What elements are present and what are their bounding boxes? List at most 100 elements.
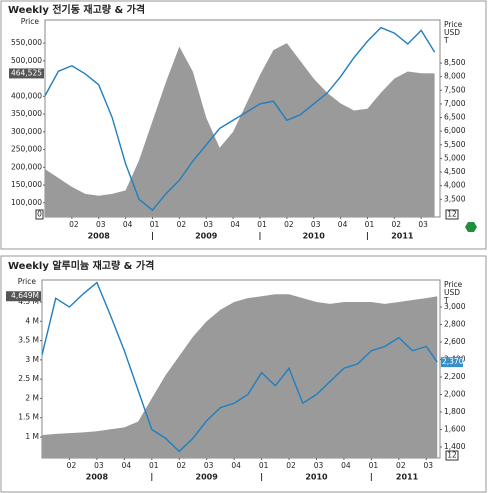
y-tick-label: 300,000 xyxy=(11,127,42,136)
x-tick-label: 01 xyxy=(257,220,267,229)
y-tick-label: 400,000 xyxy=(11,91,42,100)
y2-tick-label: 5,000 xyxy=(444,153,466,162)
x-tick-label: 02 xyxy=(284,220,294,229)
y-axis-title: Price xyxy=(21,17,40,26)
y-tick-label: 1.5 M xyxy=(18,413,39,422)
y2-axis-title: T xyxy=(443,296,449,305)
y2-tick-label: 2,800 xyxy=(444,320,466,329)
x-tick-label: 04 xyxy=(230,220,240,229)
price-line xyxy=(45,26,436,212)
corner-box xyxy=(445,450,459,461)
y2-tick-label: 6,500 xyxy=(444,113,466,122)
last-value-box xyxy=(6,291,41,302)
y-tick-label: 4.5 M xyxy=(18,297,39,306)
y-tick-label: 2.5 M xyxy=(18,374,39,383)
x-tick-label: 03 xyxy=(96,220,106,229)
y-tick-label: 1 M xyxy=(25,432,39,441)
x-group-label: 2008 xyxy=(88,232,111,241)
chart-title: Weekly 알루미늄 재고량 & 가격 xyxy=(8,259,154,272)
x-group-label: 2009 xyxy=(196,473,219,482)
corner-box xyxy=(445,209,459,220)
y2-tick-label: 8,000 xyxy=(444,72,466,81)
y2-tick-label: 2,600 xyxy=(444,337,466,346)
x-group-label: 2011 xyxy=(396,473,419,482)
y2-tick-label: 1,800 xyxy=(444,407,466,416)
x-tick-label: 01 xyxy=(149,461,159,470)
y2-tick-label: 4,000 xyxy=(444,181,466,190)
x-group-label: 2009 xyxy=(195,232,218,241)
y-tick-label: 100,000 xyxy=(11,198,42,207)
last-value-label: 464,525 xyxy=(11,68,42,77)
corner-box xyxy=(35,209,44,220)
price-line xyxy=(42,281,438,453)
x-tick-label: 04 xyxy=(231,461,241,470)
x-tick-label: 03 xyxy=(418,220,428,229)
x-tick-label: 01 xyxy=(259,461,269,470)
x-tick-label: 02 xyxy=(69,220,79,229)
y2-tick-label: 1,600 xyxy=(444,424,466,433)
inventory-area xyxy=(45,43,435,217)
x-tick-label: 04 xyxy=(122,461,132,470)
y2-axis-title: T xyxy=(443,36,449,45)
x-tick-label: 03 xyxy=(314,461,324,470)
x-tick-label: 03 xyxy=(424,461,434,470)
y2-tick-label: 7,000 xyxy=(444,99,466,108)
x-group-label: 2010 xyxy=(305,473,328,482)
y2-tick-label: 3,000 xyxy=(444,302,466,311)
x-tick-label: 01 xyxy=(369,461,379,470)
x-tick-label: 03 xyxy=(204,461,214,470)
x-group-label: 2011 xyxy=(391,232,414,241)
x-tick-label: 04 xyxy=(123,220,133,229)
chart-title: Weekly 전기동 재고량 & 가격 xyxy=(8,3,145,16)
x-tick-label: 04 xyxy=(338,220,348,229)
x-group-label: 2010 xyxy=(303,232,326,241)
x-group-label: 2008 xyxy=(86,473,109,482)
y-tick-label: 2 M xyxy=(25,393,39,402)
x-tick-label: 02 xyxy=(176,461,186,470)
y2-tick-label: 8,500 xyxy=(444,58,466,67)
y-tick-label: 550,000 xyxy=(11,38,42,47)
y2-tick-label: 4,500 xyxy=(444,167,466,176)
y-tick-label: 250,000 xyxy=(11,145,42,154)
y-tick-label: 3.5 M xyxy=(18,336,39,345)
y-tick-label: 3 M xyxy=(25,355,39,364)
x-tick-label: 02 xyxy=(177,220,187,229)
x-tick-label: 02 xyxy=(396,461,406,470)
x-tick-label: 04 xyxy=(341,461,351,470)
x-tick-label: 03 xyxy=(94,461,104,470)
y2-tick-label: 6,000 xyxy=(444,126,466,135)
x-tick-label: 01 xyxy=(150,220,160,229)
x-tick-label: 03 xyxy=(311,220,321,229)
y2-axis-title: Price xyxy=(444,20,463,29)
y2-axis-title: Price xyxy=(444,280,463,289)
y-tick-label: 150,000 xyxy=(11,180,42,189)
corner-label: 0 xyxy=(37,210,42,219)
last-value-box xyxy=(9,68,44,79)
status-icon xyxy=(465,222,477,232)
corner-label: 12 xyxy=(447,451,457,460)
last-value-label: 4,649M xyxy=(11,291,39,300)
y2-tick-label: 2,000 xyxy=(444,389,466,398)
y-axis-title: Price xyxy=(18,277,37,286)
y2-axis-title: USD xyxy=(444,28,460,37)
y-tick-label: 4 M xyxy=(25,316,39,325)
x-tick-label: 01 xyxy=(365,220,375,229)
last-price-label: 2,370 xyxy=(442,357,464,366)
y-tick-label: 200,000 xyxy=(11,162,42,171)
y2-tick-label: 5,500 xyxy=(444,140,466,149)
y-tick-label: 350,000 xyxy=(11,109,42,118)
x-tick-label: 03 xyxy=(203,220,213,229)
x-tick-label: 02 xyxy=(67,461,77,470)
y2-axis-title: USD xyxy=(444,288,460,297)
y2-tick-label: 3,500 xyxy=(444,194,466,203)
inventory-area xyxy=(42,294,438,458)
last-price-box xyxy=(441,357,463,368)
y2-tick-label: 1,400 xyxy=(444,442,466,451)
y2-tick-label: 2,200 xyxy=(444,372,466,381)
y2-tick-label: 7,500 xyxy=(444,85,466,94)
x-tick-label: 02 xyxy=(392,220,402,229)
corner-label: 12 xyxy=(447,210,457,219)
x-tick-label: 02 xyxy=(286,461,296,470)
y-tick-label: 500,000 xyxy=(11,56,42,65)
